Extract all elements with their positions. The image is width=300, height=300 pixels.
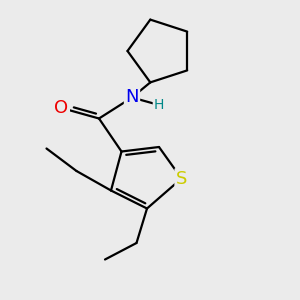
Text: N: N — [125, 88, 139, 106]
Text: S: S — [176, 169, 187, 188]
Text: H: H — [154, 98, 164, 112]
Text: O: O — [54, 99, 69, 117]
